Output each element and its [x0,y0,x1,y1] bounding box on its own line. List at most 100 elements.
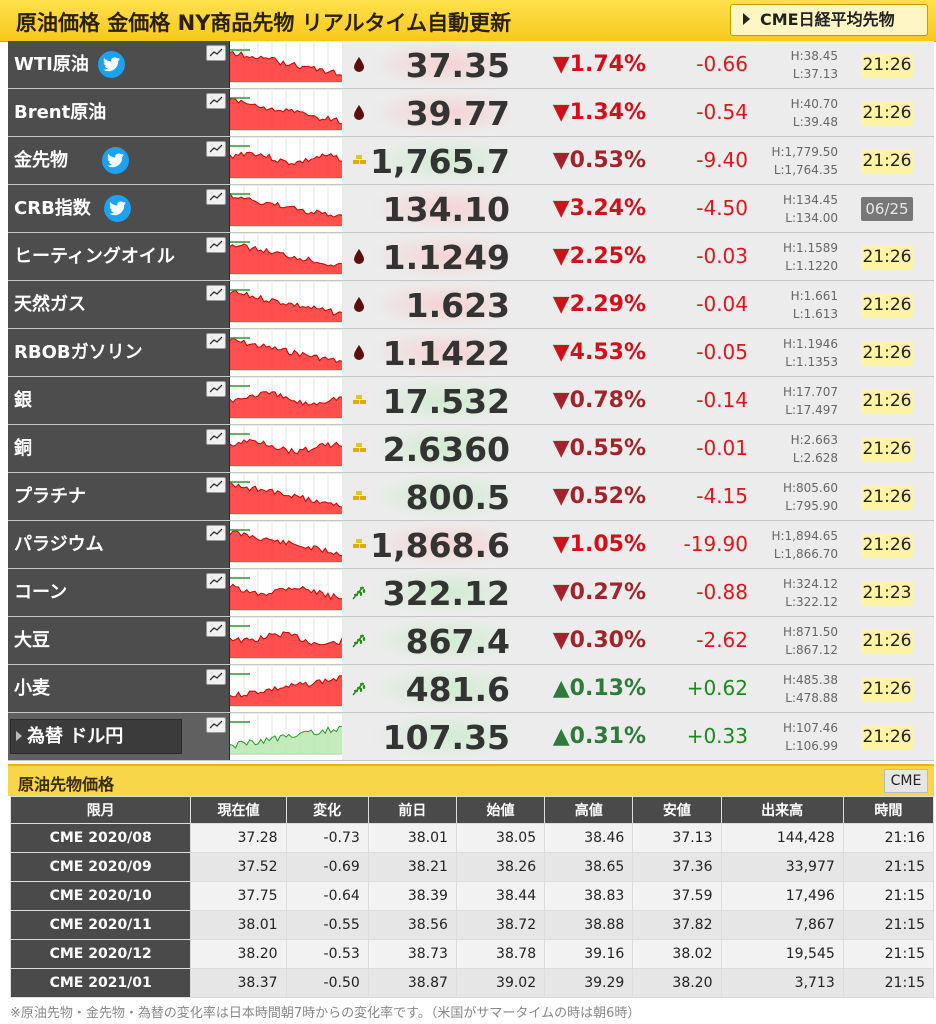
commodity-row[interactable]: CRB指数 134.10 ▼3.24% -4.50 H:134.45 L:134.00 06… [8,185,934,233]
chart-icon[interactable] [206,93,226,109]
sparkline-chart[interactable] [229,186,343,232]
commodity-name: 為替 ドル円 [27,726,124,747]
sparkline-chart[interactable] [229,474,343,520]
chart-icon[interactable] [206,429,226,445]
commodity-row[interactable]: 天然ガス 1.623 ▼2.29% -0.04 H:1.661 L:1.613 21:26 [8,281,934,329]
cme-nikkei-button[interactable]: CME日経平均先物 [730,4,928,36]
gold-bars-icon [350,535,368,553]
sparkline-chart[interactable] [229,714,343,760]
commodity-row[interactable]: 金先物 1,765.7 ▼0.53% -9.40 H:1,779.50 L:1,764.3… [8,137,934,185]
sparkline-chart[interactable] [229,138,343,184]
table-row[interactable]: CME 2020/10 37.75 -0.64 38.39 38.44 38.83 37.5… [9,881,935,911]
fx-selector[interactable]: 為替 ドル円 [10,719,182,754]
commodity-row[interactable]: RBOBガソリン 1.1422 ▼4.53% -0.05 H:1.1946 L:1.135… [8,329,934,377]
commodity-name-cell[interactable]: 天然ガス [8,281,230,328]
commodity-name-cell[interactable]: RBOBガソリン [8,329,230,376]
commodity-row[interactable]: 銀 17.532 ▼0.78% -0.14 H:17.707 L:17.497 21:26 [8,377,934,425]
commodity-name-cell[interactable]: ヒーティングオイル [8,233,230,280]
commodity-row[interactable]: Brent原油 39.77 ▼1.34% -0.54 H:40.70 L:39.48 21:… [8,89,934,137]
update-time: 21:26 [861,677,913,701]
twitter-icon[interactable] [104,195,131,222]
table-row[interactable]: CME 2020/11 38.01 -0.55 38.56 38.72 38.88 37.8… [9,910,935,940]
commodity-name-cell[interactable]: WTI原油 [8,41,230,88]
commodity-name-cell[interactable]: 為替 ドル円 [8,713,230,760]
chart-icon[interactable] [206,669,226,685]
chart-icon[interactable] [206,45,226,61]
sparkline-chart[interactable] [229,234,343,280]
table-row[interactable]: CME 2020/09 37.52 -0.69 38.21 38.26 38.65 37.3… [9,852,935,882]
sparkline-chart[interactable] [229,330,343,376]
commodity-row[interactable]: パラジウム 1,868.6 ▼1.05% -19.90 H:1,894.65 L:1,86… [8,521,934,569]
sparkline-chart[interactable] [229,618,343,664]
table-cell: 38.01 [367,823,457,853]
update-time: 21:26 [861,725,913,749]
commodity-name-cell[interactable]: 大豆 [8,617,230,664]
change-percent: ▼1.74% [546,41,646,88]
chart-icon[interactable] [206,717,226,733]
commodity-row[interactable]: 小麦 481.6 ▲0.13% +0.62 H:485.38 L:478.88 21:26 [8,665,934,713]
chart-icon[interactable] [206,525,226,541]
commodity-name-cell[interactable]: CRB指数 [8,185,230,232]
commodity-name-cell[interactable]: プラチナ [8,473,230,520]
up-triangle-icon: ▲ [552,676,570,701]
commodity-row[interactable]: ヒーティングオイル 1.1249 ▼2.25% -0.03 H:1.1589 L:1.12… [8,233,934,281]
down-triangle-icon: ▼ [552,148,570,173]
chart-icon[interactable] [206,189,226,205]
chart-icon[interactable] [206,141,226,157]
sparkline-chart[interactable] [229,426,343,472]
commodity-name-cell[interactable]: 小麦 [8,665,230,712]
sparkline-chart[interactable] [229,90,343,136]
update-time: 21:26 [861,245,913,269]
high-value: H:107.46 [782,721,838,735]
low-value: L:106.99 [785,739,838,753]
table-cell: 37.52 [190,852,287,882]
high-value: H:17.707 [782,385,838,399]
sparkline-chart[interactable] [229,378,343,424]
commodity-row[interactable]: コーン 322.12 ▼0.27% -0.88 H:324.12 L:322.12 21:2… [8,569,934,617]
commodity-name: コーン [14,582,68,603]
chart-icon[interactable] [206,285,226,301]
sparkline-chart[interactable] [229,522,343,568]
sparkline-chart[interactable] [229,570,343,616]
chart-icon[interactable] [206,477,226,493]
commodity-row[interactable]: 為替 ドル円 107.35 ▲0.31% +0.33 H:107.46 L:106.99 2… [8,713,934,761]
table-header-row: 限月 現在値 変化 前日 始値 高値 安値 出来高 時間 [9,796,935,824]
chart-icon[interactable] [206,333,226,349]
sparkline-chart[interactable] [229,282,343,328]
commodity-name-cell[interactable]: 金先物 [8,137,230,184]
commodity-name-cell[interactable]: パラジウム [8,521,230,568]
change-percent: ▼0.27% [546,569,646,616]
gold-bars-icon [350,151,368,169]
commodity-row[interactable]: プラチナ 800.5 ▼0.52% -4.15 H:805.60 L:795.90 21:2… [8,473,934,521]
table-row[interactable]: CME 2021/01 38.37 -0.50 38.87 39.02 39.29 38.2… [9,968,935,998]
commodity-name-cell[interactable]: コーン [8,569,230,616]
table-cell: 38.78 [455,939,546,969]
down-triangle-icon: ▼ [552,484,570,509]
twitter-icon[interactable] [102,147,129,174]
chart-icon[interactable] [206,573,226,589]
low-value: L:17.497 [785,403,838,417]
commodity-row[interactable]: 銅 2.6360 ▼0.55% -0.01 H:2.663 L:2.628 21:26 [8,425,934,473]
chart-icon[interactable] [206,621,226,637]
sparkline-chart[interactable] [229,666,343,712]
sparkline-chart[interactable] [229,42,343,88]
table-cell: 144,428 [720,823,844,853]
low-value: L:39.48 [792,115,838,129]
commodity-name-cell[interactable]: 銀 [8,377,230,424]
oil-drop-icon [350,103,368,121]
commodity-name-cell[interactable]: Brent原油 [8,89,230,136]
commodity-name-cell[interactable]: 銅 [8,425,230,472]
chart-icon[interactable] [206,237,226,253]
commodity-row[interactable]: 大豆 867.4 ▼0.30% -2.62 H:871.50 L:867.12 21:26 [8,617,934,665]
table-row[interactable]: CME 2020/12 38.20 -0.53 38.73 38.78 39.16 38.0… [9,939,935,969]
contract-month: CME 2020/12 [9,939,192,969]
table-row[interactable]: CME 2020/08 37.28 -0.73 38.01 38.05 38.46 37.1… [9,823,935,853]
table-cell: 38.20 [190,939,287,969]
twitter-icon[interactable] [98,51,125,78]
chart-icon[interactable] [206,381,226,397]
low-value: L:1.613 [792,307,838,321]
table-cell: -0.64 [285,881,369,911]
table-cell: 38.46 [544,823,634,853]
commodity-row[interactable]: WTI原油 37.35 ▼1.74% -0.66 H:38.45 L:37.13 21:26 [8,41,934,89]
cme-button[interactable]: CME [884,769,928,793]
